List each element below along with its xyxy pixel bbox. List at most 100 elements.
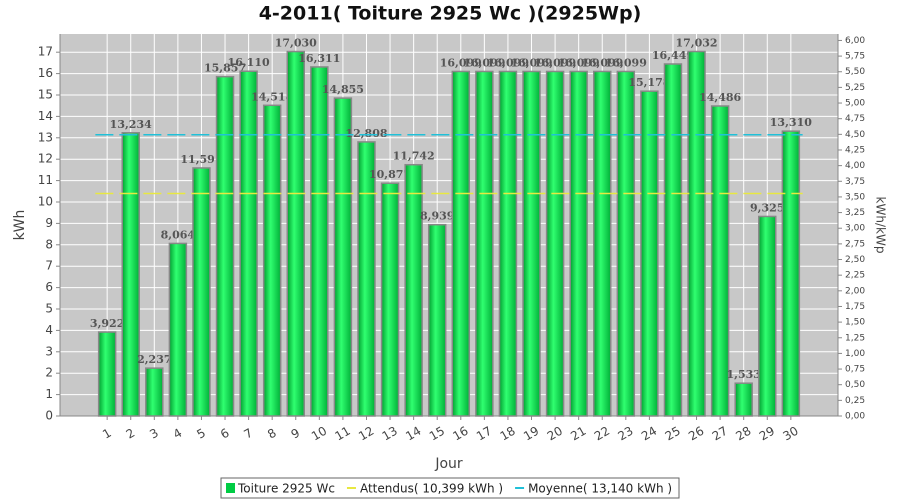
- bar: [286, 50, 305, 417]
- bar: [121, 132, 140, 417]
- y-tick-label: 12: [38, 152, 53, 166]
- x-tick-label: 19: [521, 424, 541, 444]
- x-tick-label: 25: [663, 424, 683, 444]
- value-label: 16,099: [463, 56, 505, 69]
- x-tick-label: 4: [171, 426, 185, 442]
- x-tick-label: 14: [403, 424, 423, 444]
- y-tick-label: 9: [45, 216, 53, 230]
- y2-tick-label: 6,00: [845, 36, 865, 46]
- y-tick-label: 4: [45, 323, 53, 337]
- y2-axis-label: kWh/kWp: [874, 197, 888, 254]
- legend-label: Moyenne( 13,140 kWh ): [528, 482, 672, 496]
- x-tick-label: 15: [427, 424, 447, 444]
- y2-tick-label: 5,25: [845, 83, 865, 93]
- y-tick-label: 13: [38, 130, 53, 144]
- x-tick-label: 26: [686, 424, 706, 444]
- value-label: 14,855: [322, 83, 364, 96]
- value-label: 16,110: [228, 56, 270, 69]
- bar: [97, 331, 117, 417]
- y2-tick-label: 2,25: [845, 271, 865, 281]
- x-tick-label: 10: [309, 424, 329, 444]
- y-axis-label: kWh: [12, 210, 28, 241]
- bar: [640, 90, 659, 417]
- x-tick-label: 27: [710, 424, 730, 444]
- y-tick-label: 2: [45, 366, 53, 380]
- x-tick-label: 7: [242, 426, 256, 442]
- value-label: 16,311: [298, 52, 340, 65]
- y2-tick-label: 5,75: [845, 52, 865, 62]
- y2-tick-label: 5,00: [845, 99, 865, 109]
- bar: [380, 182, 400, 417]
- y2-tick-label: 0,50: [845, 380, 865, 390]
- x-axis-label: Jour: [434, 456, 463, 472]
- y2-tick-label: 3,00: [845, 224, 865, 234]
- plot-area: [60, 34, 838, 416]
- x-tick-label: 6: [218, 426, 232, 442]
- bar: [616, 70, 636, 417]
- y-tick-label: 7: [45, 259, 53, 273]
- bar: [357, 141, 376, 417]
- value-label: 14,486: [699, 91, 741, 104]
- value-label: 13,310: [770, 116, 812, 129]
- y2-tick-label: 2,75: [845, 239, 865, 249]
- x-tick-label: 2: [124, 426, 138, 442]
- value-label: 14,518: [251, 90, 293, 103]
- bar: [333, 97, 353, 417]
- y-tick-label: 17: [38, 45, 53, 59]
- y2-tick-label: 2,00: [845, 286, 865, 296]
- value-label: 16,099: [510, 56, 552, 69]
- y-tick-label: 5: [45, 301, 53, 315]
- y2-tick-label: 4,75: [845, 114, 865, 124]
- y2-tick-label: 5,50: [845, 67, 865, 77]
- x-tick-label: 12: [356, 424, 376, 444]
- chart-title: 4-2011( Toiture 2925 Wc )(2925Wp): [259, 3, 642, 25]
- value-label: 11,742: [393, 150, 435, 163]
- x-tick-label: 5: [194, 426, 208, 442]
- value-label: 13,234: [110, 118, 152, 131]
- y2-tick-label: 3,75: [845, 177, 865, 187]
- x-tick-label: 20: [545, 424, 565, 444]
- y-tick-label: 3: [45, 344, 53, 358]
- y-tick-label: 0: [45, 409, 53, 423]
- bar: [663, 63, 683, 417]
- value-label: 15,178: [628, 76, 670, 89]
- x-tick-label: 24: [639, 424, 659, 444]
- bar: [569, 70, 588, 417]
- legend-label: Toiture 2925 Wc: [237, 482, 335, 496]
- y2-tick-label: 0,75: [845, 365, 865, 375]
- y-tick-label: 10: [38, 194, 53, 208]
- x-tick-label: 22: [592, 424, 612, 444]
- y-tick-label: 1: [45, 387, 53, 401]
- bar: [168, 242, 188, 417]
- x-tick-label: 18: [498, 424, 518, 444]
- x-tick-label: 9: [289, 426, 303, 442]
- bar: [593, 70, 612, 417]
- bar: [475, 70, 494, 417]
- y2-tick-label: 1,50: [845, 318, 865, 328]
- x-tick-label: 23: [615, 424, 635, 444]
- bar: [145, 367, 164, 417]
- y-tick-label: 6: [45, 280, 53, 294]
- legend: [220, 477, 680, 499]
- bar: [215, 75, 235, 417]
- x-tick-label: 16: [450, 424, 470, 444]
- x-tick-label: 13: [380, 424, 400, 444]
- value-label: 10,877: [369, 168, 411, 181]
- legend-swatch: [226, 483, 235, 493]
- bar: [310, 66, 329, 417]
- bar: [522, 70, 541, 417]
- y2-tick-label: 3,50: [845, 192, 865, 202]
- value-label: 8,064: [161, 228, 196, 241]
- value-label: 16,099: [605, 56, 647, 69]
- bar: [710, 105, 730, 417]
- value-label: 8,939: [420, 210, 454, 223]
- bar: [545, 70, 565, 417]
- bar: [498, 70, 518, 417]
- y-tick-label: 16: [38, 66, 53, 80]
- value-label: 16,099: [581, 56, 623, 69]
- x-tick-label: 30: [780, 424, 800, 444]
- y2-tick-label: 1,25: [845, 333, 865, 343]
- bar: [451, 70, 471, 417]
- x-tick-label: 21: [568, 424, 588, 444]
